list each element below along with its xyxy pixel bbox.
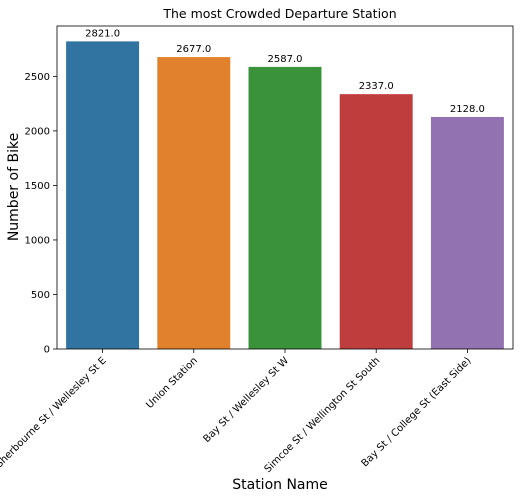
y-tick-label: 2000 <box>25 126 50 137</box>
y-axis-label: Number of Bike <box>6 133 22 241</box>
x-tick-label: Sherbourne St / Wellesley St E <box>0 355 109 470</box>
x-tick-label: Bay St / Wellesley St W <box>201 355 291 445</box>
data-label: 2128.0 <box>450 104 485 115</box>
data-label: 2821.0 <box>85 28 120 39</box>
x-axis-label: Station Name <box>232 477 328 493</box>
data-label: 2587.0 <box>268 54 303 65</box>
chart-title: The most Crowded Departure Station <box>162 6 396 21</box>
y-tick-label: 1000 <box>25 235 50 246</box>
y-axis: 0 500 1000 1500 2000 2500 <box>25 72 57 356</box>
bar <box>430 116 504 349</box>
y-tick-label: 2500 <box>25 72 50 83</box>
x-axis: Sherbourne St / Wellesley St E Union Stat… <box>0 349 474 475</box>
plot-frame <box>56 25 514 350</box>
data-label: 2337.0 <box>359 81 394 92</box>
bar <box>157 57 231 349</box>
y-tick-label: 0 <box>44 345 50 356</box>
y-tick-label: 1500 <box>25 181 50 192</box>
x-tick-label: Union Station <box>144 355 200 411</box>
bar <box>66 41 140 349</box>
y-tick-label: 500 <box>31 290 50 301</box>
bar <box>339 94 413 349</box>
x-tick-label: Bay St / College St (East Side) <box>360 355 474 469</box>
bars: 2821.0 2677.0 2587.0 2337.0 2128.0 <box>66 28 504 349</box>
bar <box>248 66 322 349</box>
data-label: 2677.0 <box>176 44 211 55</box>
